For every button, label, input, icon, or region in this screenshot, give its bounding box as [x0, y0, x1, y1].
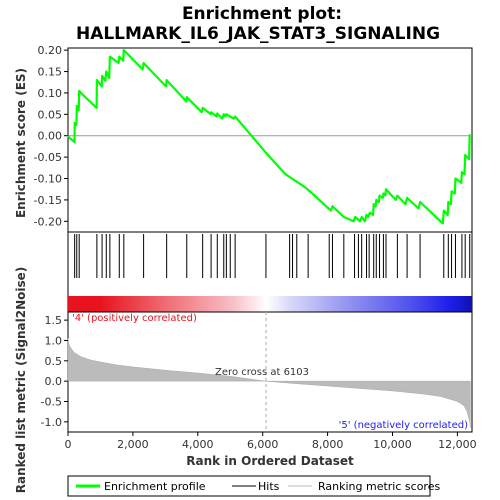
es-y-tick-label: -0.20: [34, 215, 62, 228]
es-y-tick-label: 0.00: [38, 130, 63, 143]
rank-metric-panel: Zero cross at 6103 '4' (positively correl…: [41, 311, 477, 451]
x-tick-label: 6,000: [247, 438, 279, 451]
es-y-tick-label: 0.15: [38, 66, 63, 79]
legend-hits-label: Hits: [258, 480, 280, 493]
es-curve: [67, 48, 471, 225]
hits-panel: [67, 231, 473, 313]
legend: Enrichment profile Hits Ranking metric s…: [67, 475, 440, 497]
x-tick-label: 10,000: [373, 438, 412, 451]
heat-strip: [68, 296, 472, 312]
positive-correlation-label: '4' (positively correlated): [72, 313, 197, 324]
rank-y-tick-label: 1.5: [45, 314, 63, 327]
chart-title-line2: HALLMARK_IL6_JAK_STAT3_SIGNALING: [76, 24, 440, 44]
zero-cross-annotation: Zero cross at 6103: [215, 367, 309, 378]
es-y-axis-label: Enrichment score (ES): [14, 68, 28, 218]
x-tick-label: 4,000: [182, 438, 214, 451]
es-y-tick-label: -0.05: [34, 151, 62, 164]
es-y-tick-label: 0.10: [38, 87, 63, 100]
x-tick-label: 12,000: [438, 438, 477, 451]
legend-ranking-label: Ranking metric scores: [318, 480, 440, 493]
es-y-tick-label: -0.10: [34, 173, 62, 186]
x-tick-label: 0: [65, 438, 72, 451]
es-y-tick-label: 0.05: [38, 108, 63, 121]
legend-enrichment-label: Enrichment profile: [104, 480, 206, 493]
es-y-tick-label: -0.15: [34, 194, 62, 207]
rank-y-tick-label: 1.0: [45, 334, 63, 347]
rank-y-tick-label: -1.0: [41, 416, 62, 429]
x-axis-label: Rank in Ordered Dataset: [186, 454, 354, 468]
es-y-tick-label: 0.20: [38, 44, 63, 57]
ranking-metric-area: [67, 338, 471, 428]
rank-y-tick-label: -0.5: [41, 395, 62, 408]
rank-y-axis-label: Ranked list metric (Signal2Noise): [14, 267, 28, 494]
chart-title-line1: Enrichment plot:: [182, 4, 342, 24]
rank-y-tick-label: 0.0: [45, 375, 63, 388]
es-plot-frame: [67, 47, 473, 233]
x-tick-label: 2,000: [117, 438, 149, 451]
negative-correlation-label: '5' (negatively correlated): [339, 420, 468, 431]
rank-y-tick-label: 0.5: [45, 355, 63, 368]
x-tick-label: 8,000: [312, 438, 344, 451]
es-panel: -0.20 -0.15 -0.10 -0.05 0.00 0.05 0.10 0.15 0.20: [34, 44, 473, 233]
